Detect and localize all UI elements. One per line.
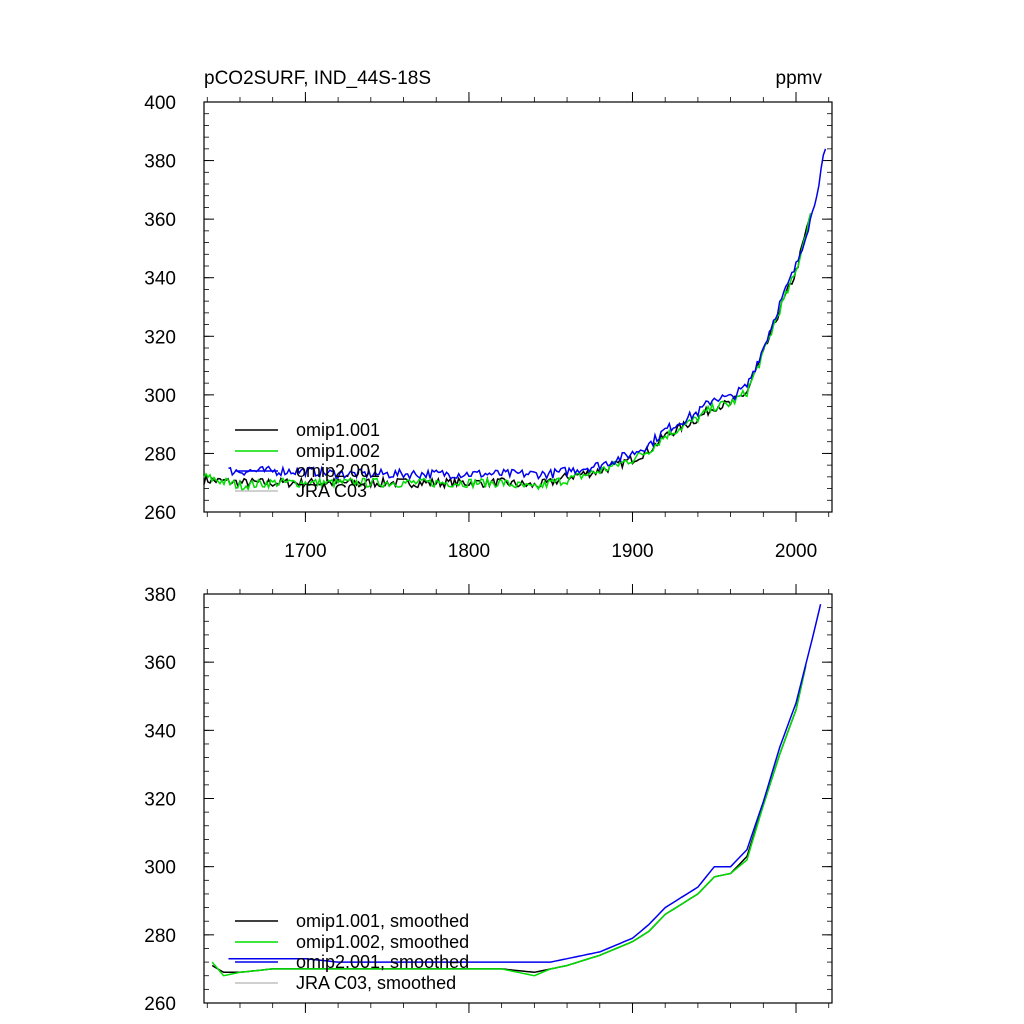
y-tick-label: 360 [144, 653, 176, 674]
y-tick-label: 260 [144, 994, 176, 1015]
panel-title: pCO2SURF, IND_44S-18S [204, 68, 431, 89]
y-tick-label: 260 [144, 503, 176, 524]
panel-units: ppmv [776, 68, 823, 89]
legend-label: JRA C03 [296, 481, 367, 501]
y-tick-label: 340 [144, 721, 176, 742]
legend-label: omip2.001 [296, 461, 380, 481]
series-line-1 [203, 213, 812, 492]
panel-top: pCO2SURF, IND_44S-18S ppmv 260 280 300 320 3… [144, 68, 833, 562]
legend-label: JRA C03, smoothed [296, 973, 456, 993]
x-tick-label: 1700 [284, 541, 326, 562]
y-tick-label: 280 [144, 926, 176, 947]
panel-bottom: 260 280 300 320 340 360 380 omip1.001, smoothed… [144, 584, 833, 1015]
y-tick-label: 360 [144, 210, 176, 231]
legend-label: omip1.002 [296, 441, 380, 461]
y-tick-label: 320 [144, 790, 176, 811]
y-tick-label: 320 [144, 327, 176, 348]
x-tick-label: 1800 [448, 541, 490, 562]
y-tick-label: 280 [144, 444, 176, 465]
series-line-2 [228, 604, 822, 963]
legend-label: omip1.002, smoothed [296, 932, 469, 952]
plot-frame [203, 101, 833, 513]
y-tick-label: 380 [144, 152, 176, 173]
y-tick-label: 300 [144, 858, 176, 879]
y-tick-label: 380 [144, 585, 176, 606]
legend-label: omip2.001, smoothed [296, 952, 469, 972]
series-line-1 [211, 665, 807, 977]
series-line-0 [203, 213, 812, 490]
y-tick-label: 400 [144, 93, 176, 114]
y-tick-label: 340 [144, 269, 176, 290]
legend-label: omip1.001, smoothed [296, 911, 469, 931]
x-tick-label: 1900 [611, 541, 653, 562]
legend-label: omip1.001 [296, 420, 380, 440]
y-tick-label: 300 [144, 386, 176, 407]
series-line-2 [228, 148, 827, 481]
x-tick-label: 2000 [775, 541, 817, 562]
